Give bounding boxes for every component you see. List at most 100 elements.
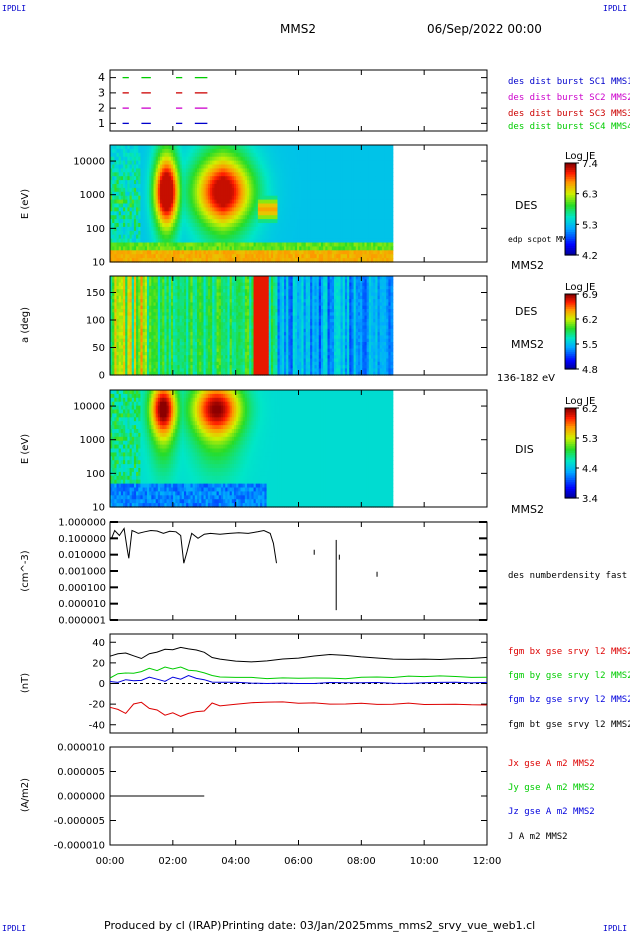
des-energy-panel-cell: [336, 172, 339, 177]
des-energy-panel-cell: [360, 164, 363, 169]
des-energy-panel-cell: [216, 215, 220, 220]
des-energy-panel-cell: [373, 219, 376, 224]
des-energy-panel-cell: [136, 230, 139, 236]
des-energy-panel-cell: [277, 223, 281, 228]
des-energy-panel-cell: [275, 246, 279, 251]
des-energy-panel-cell: [244, 160, 248, 166]
des-energy-panel-cell: [357, 203, 361, 208]
des-energy-panel-cell: [366, 156, 370, 162]
des-energy-panel-cell: [277, 184, 281, 189]
des-energy-panel-cell: [203, 199, 207, 205]
des-energy-panel-cell: [155, 195, 159, 201]
des-energy-panel-cell: [371, 207, 374, 212]
des-energy-panel-cell: [264, 215, 268, 220]
des-energy-panel-cell: [297, 207, 300, 212]
des-energy-panel-cell: [270, 215, 274, 220]
des-energy-panel-cell: [299, 187, 302, 193]
des-energy-panel-cell: [168, 145, 172, 150]
des-energy-panel-cell: [344, 203, 348, 208]
burst-panel-y-tick-label: 3: [98, 86, 105, 99]
des-energy-panel-cell: [257, 168, 261, 173]
des-energy-panel-cell: [136, 172, 139, 177]
des-energy-panel-cell: [138, 195, 142, 201]
des-energy-panel-cell: [214, 152, 218, 158]
des-energy-panel-cell: [284, 203, 287, 208]
des-energy-panel-cell: [307, 234, 311, 240]
des-energy-panel-cell: [205, 176, 209, 181]
des-energy-panel-cell: [110, 234, 113, 240]
des-energy-panel-cell: [316, 180, 320, 185]
des-energy-panel-cell: [151, 176, 155, 181]
des-energy-panel-cell: [155, 207, 159, 212]
des-energy-panel-cell: [218, 199, 222, 205]
des-energy-panel-cell: [144, 184, 148, 189]
des-energy-panel-cell: [307, 176, 311, 181]
des-energy-panel-cell: [197, 145, 200, 150]
des-energy-panel-cell: [240, 145, 244, 150]
des-energy-panel-cell: [131, 195, 135, 201]
des-energy-panel-cell: [284, 176, 287, 181]
des-energy-panel-cell: [160, 164, 163, 169]
des-energy-panel-cell: [310, 258, 313, 263]
des-energy-panel-cell: [201, 156, 205, 162]
des-energy-panel-cell: [168, 207, 172, 212]
des-energy-panel-cell: [160, 246, 163, 251]
des-energy-panel-cell: [251, 246, 255, 251]
des-energy-panel-cell: [116, 215, 120, 220]
des-energy-panel-cell: [179, 180, 183, 185]
des-energy-panel-cell: [199, 211, 202, 216]
des-energy-panel-cell: [279, 152, 283, 158]
des-energy-panel-cell: [253, 203, 257, 208]
des-energy-panel-cell: [201, 242, 205, 247]
des-energy-panel-cell: [181, 207, 185, 212]
des-energy-panel-cell: [201, 180, 205, 185]
des-energy-panel-cell: [247, 238, 250, 244]
des-energy-panel-cell: [277, 172, 281, 177]
des-energy-panel-cell: [214, 238, 218, 244]
des-energy-panel-cell: [153, 254, 157, 259]
des-energy-panel-cell: [144, 238, 148, 244]
des-energy-panel-cell: [353, 207, 357, 212]
des-energy-panel-cell: [149, 234, 152, 240]
des-energy-panel-cell: [240, 207, 244, 212]
des-energy-panel-cell: [351, 211, 355, 216]
des-energy-panel-cell: [301, 242, 305, 247]
des-energy-panel-cell: [170, 172, 174, 177]
des-energy-panel-cell: [279, 219, 283, 224]
des-energy-panel-cell: [366, 250, 370, 255]
des-energy-panel-cell: [192, 152, 196, 158]
des-energy-panel-cell: [220, 207, 224, 212]
des-energy-panel-cell: [340, 160, 344, 166]
des-energy-panel-cell: [205, 234, 209, 240]
des-energy-panel-cell: [116, 238, 120, 244]
des-energy-panel-cell: [123, 145, 126, 150]
des-energy-panel-cell: [349, 195, 353, 201]
des-energy-panel-cell: [368, 199, 372, 205]
des-energy-panel-cell: [294, 156, 298, 162]
des-energy-panel-cell: [142, 172, 146, 177]
des-energy-panel-cell: [342, 172, 346, 177]
des-energy-panel-cell: [353, 199, 357, 205]
des-energy-panel-cell: [247, 164, 250, 169]
des-energy-panel-cell: [342, 238, 346, 244]
des-energy-panel-cell: [342, 230, 346, 236]
des-energy-panel-cell: [299, 191, 302, 197]
des-energy-panel-cell: [314, 176, 318, 181]
des-energy-panel-cell: [164, 254, 168, 259]
des-energy-panel-cell: [214, 160, 218, 166]
des-energy-panel-cell: [190, 199, 194, 205]
des-energy-panel-cell: [207, 211, 211, 216]
des-energy-panel-cell: [292, 207, 296, 212]
des-energy-panel-cell: [368, 219, 372, 224]
des-energy-panel-cell: [329, 176, 333, 181]
des-energy-panel-cell: [225, 145, 229, 150]
des-energy-panel-cell: [366, 203, 370, 208]
des-energy-panel-cell: [164, 152, 168, 158]
des-energy-panel-cell: [123, 223, 126, 228]
des-energy-panel-cell: [334, 156, 337, 162]
des-energy-panel-cell: [153, 250, 157, 255]
des-energy-panel-cell: [203, 223, 207, 228]
des-energy-panel-cell: [307, 187, 311, 193]
des-energy-panel-cell: [364, 207, 368, 212]
des-energy-panel-cell: [305, 219, 309, 224]
